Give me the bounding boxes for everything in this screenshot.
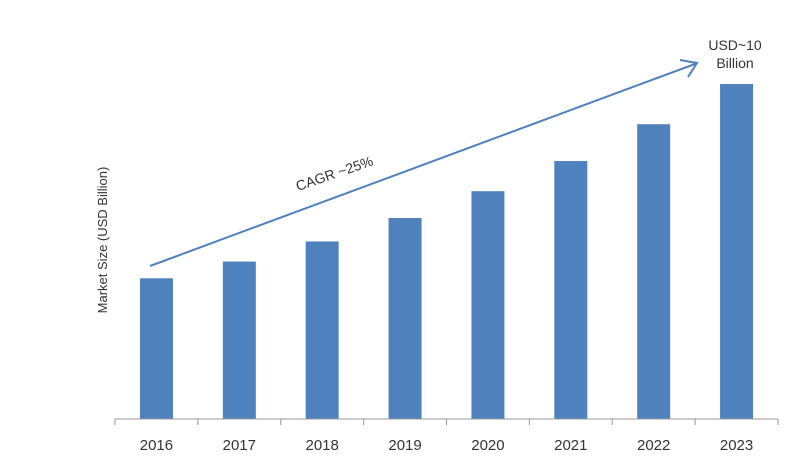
y-axis-label: Market Size (USD Billion) <box>95 167 110 314</box>
bar-2019 <box>388 218 422 419</box>
bar-2021 <box>554 161 588 420</box>
x-tick-label: 2016 <box>140 437 173 454</box>
arrow-head-icon <box>679 59 699 78</box>
bar-2023 <box>720 84 754 419</box>
x-tick-label: 2019 <box>388 437 421 454</box>
bar-2020 <box>471 191 505 419</box>
x-tick-label: 2021 <box>554 437 587 454</box>
end-value-label-line2: Billion <box>716 55 753 71</box>
x-tick-label: 2023 <box>720 437 753 454</box>
bar-2016 <box>139 278 173 419</box>
x-tick-label: 2017 <box>223 437 256 454</box>
bar-2018 <box>305 241 339 419</box>
end-value-label-line1: USD~10 <box>708 37 762 53</box>
x-tick-label: 2020 <box>471 437 504 454</box>
x-tick-label: 2018 <box>306 437 339 454</box>
bar-2022 <box>637 124 671 419</box>
bar-2017 <box>222 261 256 419</box>
x-tick-label: 2022 <box>637 437 670 454</box>
cagr-arrow <box>149 63 696 267</box>
